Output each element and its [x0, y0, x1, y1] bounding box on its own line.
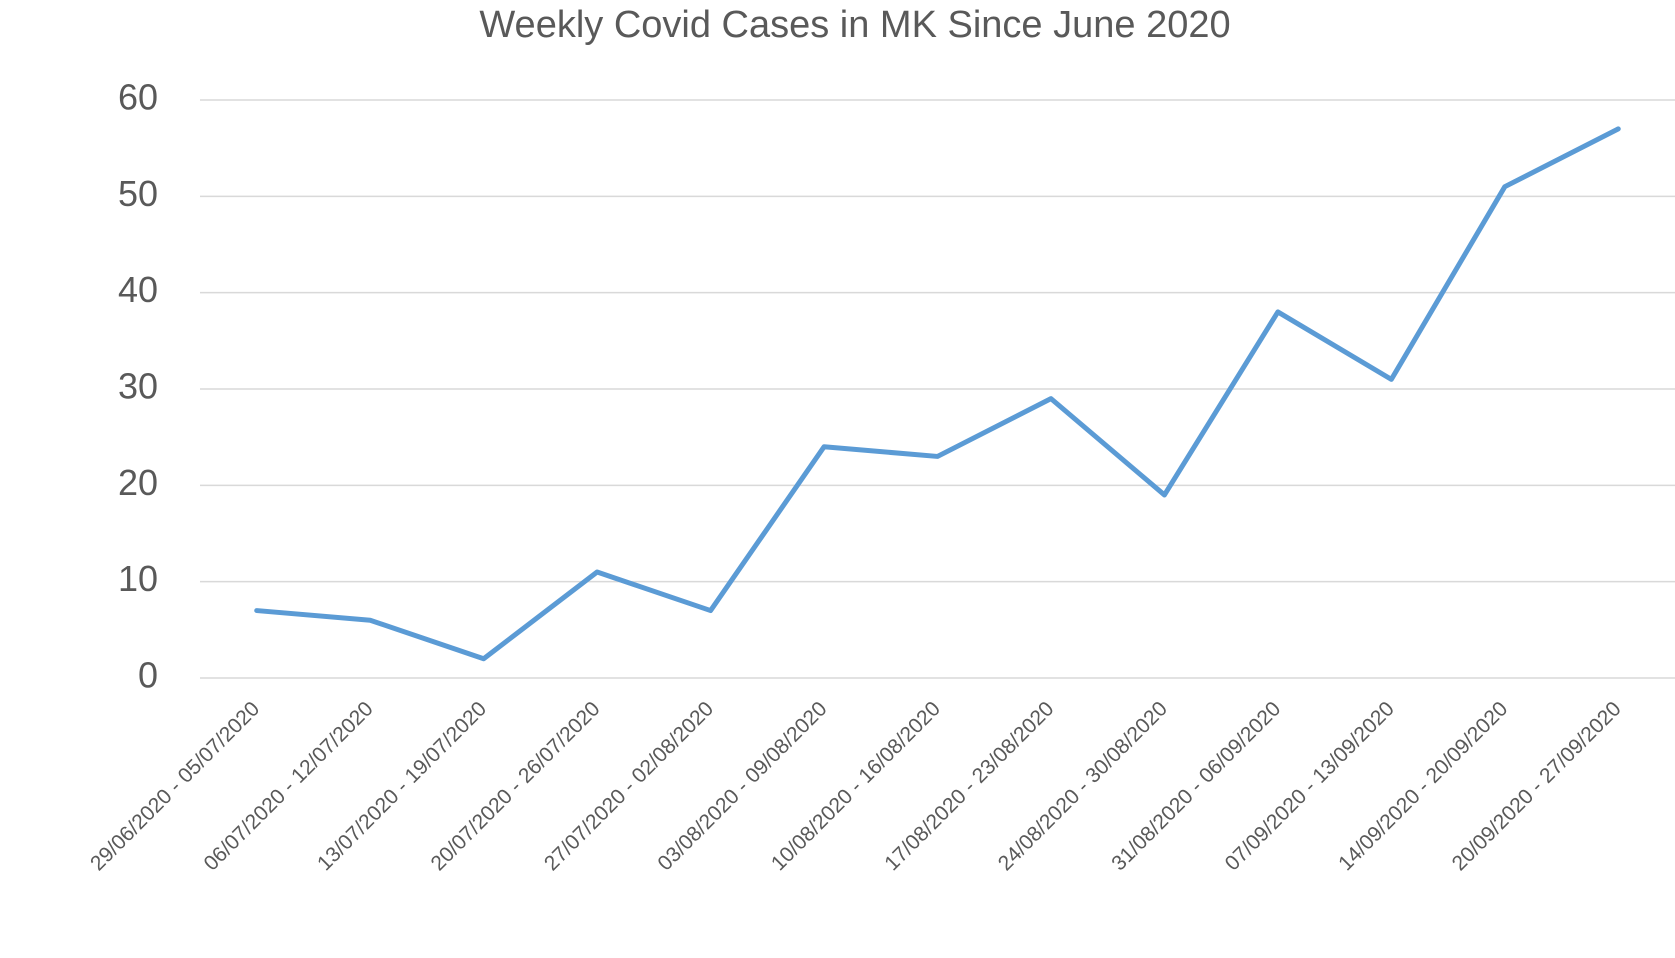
y-tick-label: 0 [138, 655, 158, 696]
data-line [254, 126, 1621, 662]
y-tick-label: 60 [118, 77, 158, 118]
y-tick-label: 40 [118, 269, 158, 310]
chart-title: Weekly Covid Cases in MK Since June 2020 [479, 4, 1230, 46]
y-tick-label: 10 [118, 558, 158, 599]
y-tick-label: 20 [118, 462, 158, 503]
y-tick-label: 30 [118, 366, 158, 407]
y-tick-label: 50 [118, 173, 158, 214]
